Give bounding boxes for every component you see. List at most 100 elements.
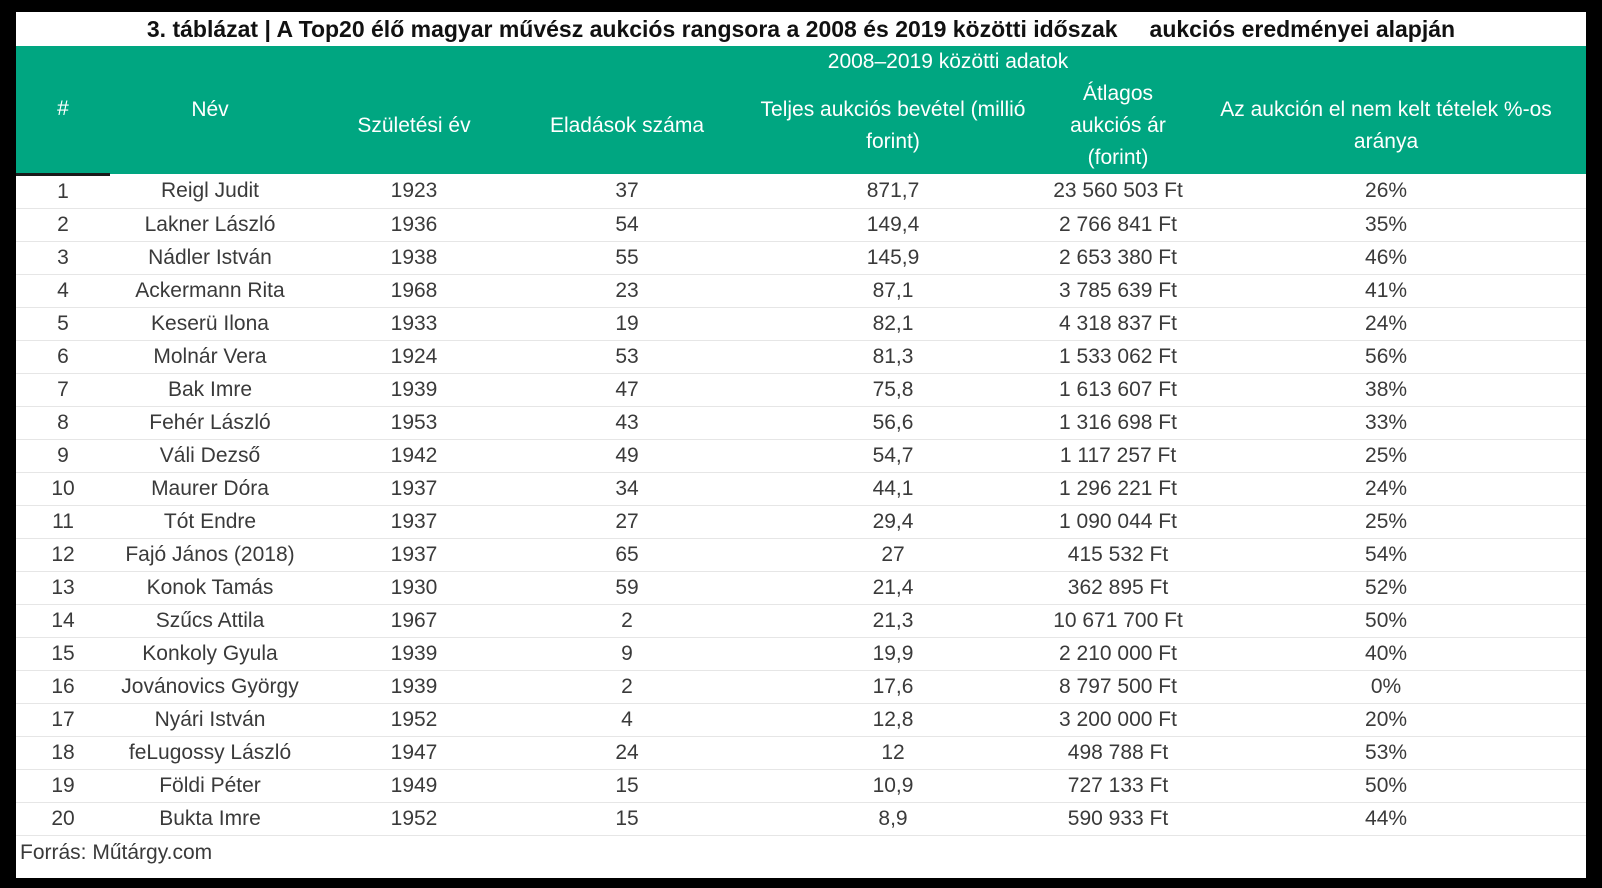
birth-year-cell: 1952 xyxy=(310,703,518,737)
birth-year-cell: 1923 xyxy=(310,174,518,209)
total-revenue-cell: 87,1 xyxy=(736,274,1050,308)
sales-count-cell: 9 xyxy=(518,637,736,671)
average-price-cell: 2 653 380 Ft xyxy=(1050,241,1186,275)
sales-count-cell: 54 xyxy=(518,208,736,242)
rank-cell: 12 xyxy=(16,538,110,572)
total-revenue-cell: 10,9 xyxy=(736,769,1050,803)
sales-count-cell: 2 xyxy=(518,670,736,704)
rank-cell: 19 xyxy=(16,769,110,803)
total-revenue-cell: 54,7 xyxy=(736,439,1050,473)
table-row: 13 Konok Tamás 1930 59 21,4 362 895 Ft 52% xyxy=(16,571,1587,605)
birth-year-cell: 1937 xyxy=(310,538,518,572)
average-price-cell: 1 090 044 Ft xyxy=(1050,505,1186,539)
name-cell: Ackermann Rita xyxy=(110,274,310,308)
table-row: 11 Tót Endre 1937 27 29,4 1 090 044 Ft 25% xyxy=(16,505,1587,539)
unsold-ratio-cell: 54% xyxy=(1186,538,1587,572)
col-header-average-price: Átlagos aukciós ár (forint) xyxy=(1050,78,1186,174)
table-row: 1 Reigl Judit 1923 37 871,7 23 560 503 Ft 26% xyxy=(16,174,1587,209)
name-cell: Jovánovics György xyxy=(110,670,310,704)
rank-cell: 13 xyxy=(16,571,110,605)
total-revenue-cell: 12 xyxy=(736,736,1050,770)
name-cell: Keserü Ilona xyxy=(110,307,310,341)
average-price-cell: 1 296 221 Ft xyxy=(1050,472,1186,506)
sales-count-cell: 19 xyxy=(518,307,736,341)
average-price-cell: 3 785 639 Ft xyxy=(1050,274,1186,308)
name-cell: Fajó János (2018) xyxy=(110,538,310,572)
sales-count-cell: 47 xyxy=(518,373,736,407)
birth-year-cell: 1949 xyxy=(310,769,518,803)
total-revenue-cell: 82,1 xyxy=(736,307,1050,341)
total-revenue-cell: 12,8 xyxy=(736,703,1050,737)
total-revenue-cell: 149,4 xyxy=(736,208,1050,242)
col-header-unsold-ratio: Az aukción el nem kelt tételek %-os arán… xyxy=(1186,78,1587,174)
rank-cell: 1 xyxy=(16,174,110,209)
table-title: 3. táblázat | A Top20 élő magyar művész … xyxy=(146,16,1456,42)
rank-cell: 15 xyxy=(16,637,110,671)
average-price-cell: 2 766 841 Ft xyxy=(1050,208,1186,242)
rank-cell: 17 xyxy=(16,703,110,737)
name-cell: Nyári István xyxy=(110,703,310,737)
sales-count-cell: 2 xyxy=(518,604,736,638)
col-header-total-revenue: Teljes aukciós bevétel (millió forint) xyxy=(736,78,1050,174)
name-cell: Maurer Dóra xyxy=(110,472,310,506)
name-cell: Tót Endre xyxy=(110,505,310,539)
col-header-birth-year: Születési év xyxy=(310,78,518,174)
unsold-ratio-cell: 24% xyxy=(1186,472,1587,506)
header-group-row: # Név 2008–2019 közötti adatok xyxy=(16,46,1587,176)
sales-count-cell: 4 xyxy=(518,703,736,737)
average-price-cell: 3 200 000 Ft xyxy=(1050,703,1186,737)
average-price-cell: 498 788 Ft xyxy=(1050,736,1186,770)
birth-year-cell: 1968 xyxy=(310,274,518,308)
average-price-cell: 1 533 062 Ft xyxy=(1050,340,1186,374)
total-revenue-cell: 21,4 xyxy=(736,571,1050,605)
total-revenue-cell: 29,4 xyxy=(736,505,1050,539)
source-note: Forrás: Műtárgy.com xyxy=(20,840,213,864)
name-cell: Konok Tamás xyxy=(110,571,310,605)
average-price-cell: 1 613 607 Ft xyxy=(1050,373,1186,407)
birth-year-cell: 1953 xyxy=(310,406,518,440)
name-cell: Nádler István xyxy=(110,241,310,275)
table-row: 19 Földi Péter 1949 15 10,9 727 133 Ft 50% xyxy=(16,769,1587,803)
table-row: 3 Nádler István 1938 55 145,9 2 653 380 Ft 46% xyxy=(16,241,1587,275)
birth-year-cell: 1938 xyxy=(310,241,518,275)
unsold-ratio-cell: 0% xyxy=(1186,670,1587,704)
average-price-cell: 4 318 837 Ft xyxy=(1050,307,1186,341)
birth-year-cell: 1939 xyxy=(310,637,518,671)
unsold-ratio-cell: 50% xyxy=(1186,604,1587,638)
rank-cell: 16 xyxy=(16,670,110,704)
average-price-cell: 727 133 Ft xyxy=(1050,769,1186,803)
name-cell: Fehér László xyxy=(110,406,310,440)
birth-year-cell: 1936 xyxy=(310,208,518,242)
total-revenue-cell: 871,7 xyxy=(736,174,1050,209)
sales-count-cell: 27 xyxy=(518,505,736,539)
total-revenue-cell: 21,3 xyxy=(736,604,1050,638)
unsold-ratio-cell: 24% xyxy=(1186,307,1587,341)
table-row: 20 Bukta Imre 1952 15 8,9 590 933 Ft 44% xyxy=(16,802,1587,836)
birth-year-cell: 1924 xyxy=(310,340,518,374)
unsold-ratio-cell: 20% xyxy=(1186,703,1587,737)
name-cell: Bukta Imre xyxy=(110,802,310,836)
name-cell: Reigl Judit xyxy=(110,174,310,209)
unsold-ratio-cell: 41% xyxy=(1186,274,1587,308)
name-cell: Lakner László xyxy=(110,208,310,242)
birth-year-cell: 1937 xyxy=(310,505,518,539)
birth-year-cell: 1942 xyxy=(310,439,518,473)
unsold-ratio-cell: 46% xyxy=(1186,241,1587,275)
table-row: 4 Ackermann Rita 1968 23 87,1 3 785 639 Ft 41% xyxy=(16,274,1587,308)
col-header-rank: # xyxy=(16,46,110,176)
rank-cell: 6 xyxy=(16,340,110,374)
unsold-ratio-cell: 25% xyxy=(1186,505,1587,539)
birth-year-cell: 1967 xyxy=(310,604,518,638)
sales-count-cell: 15 xyxy=(518,802,736,836)
rank-cell: 10 xyxy=(16,472,110,506)
table-row: 10 Maurer Dóra 1937 34 44,1 1 296 221 Ft 24% xyxy=(16,472,1587,506)
table-row: 18 feLugossy László 1947 24 12 498 788 Ft 53% xyxy=(16,736,1587,770)
name-cell: Váli Dezső xyxy=(110,439,310,473)
birth-year-cell: 1937 xyxy=(310,472,518,506)
total-revenue-cell: 8,9 xyxy=(736,802,1050,836)
birth-year-cell: 1939 xyxy=(310,670,518,704)
unsold-ratio-cell: 38% xyxy=(1186,373,1587,407)
rank-cell: 4 xyxy=(16,274,110,308)
sales-count-cell: 37 xyxy=(518,174,736,209)
average-price-cell: 10 671 700 Ft xyxy=(1050,604,1186,638)
